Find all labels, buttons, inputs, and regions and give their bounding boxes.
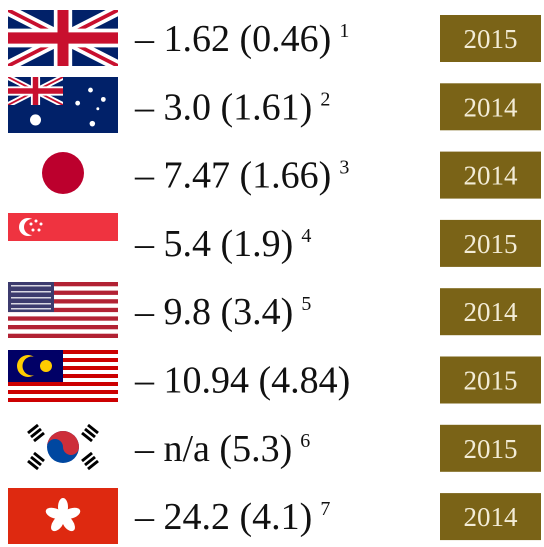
year: 2015 — [464, 229, 518, 259]
value: – 1.62 (0.46) — [134, 18, 331, 60]
year-badge — [440, 15, 541, 62]
year: 2014 — [464, 161, 519, 191]
value-text: – 7.47 (1.66) 3 — [134, 155, 349, 197]
flag — [8, 488, 118, 544]
year: 2015 — [464, 24, 518, 54]
value: – 5.4 (1.9) — [134, 223, 293, 265]
value-text: – 24.2 (4.1) 7 — [134, 496, 330, 538]
footnote: 5 — [301, 293, 311, 315]
flag — [8, 350, 118, 406]
value: – 9.8 (3.4) — [134, 291, 293, 333]
year: 2015 — [464, 434, 518, 464]
footnote: 2 — [320, 88, 330, 110]
year-badge — [440, 219, 541, 267]
flag — [8, 145, 118, 201]
flag — [8, 77, 118, 133]
year-badge — [440, 83, 541, 131]
flag — [8, 282, 118, 338]
year: 2015 — [464, 366, 518, 396]
footnote: 4 — [301, 225, 311, 247]
value: – n/a (5.3) — [134, 428, 292, 470]
year-badge — [440, 356, 541, 404]
year-badge — [440, 493, 541, 541]
value-text: – 9.8 (3.4) 5 — [134, 291, 311, 333]
year: 2014 — [464, 297, 519, 327]
value-text: – n/a (5.3) 6 — [134, 428, 310, 470]
flag — [8, 419, 118, 475]
year-badge — [440, 424, 541, 472]
value-text: – 3.0 (1.61) 2 — [134, 86, 330, 128]
value-text: – 1.62 (0.46) 1 — [134, 18, 349, 60]
footnote: 6 — [300, 430, 310, 452]
value: – 10.94 (4.84) — [134, 360, 350, 402]
value: – 24.2 (4.1) — [134, 496, 312, 538]
value-text: – 10.94 (4.84) — [134, 360, 350, 402]
footnote: 3 — [339, 157, 349, 179]
flag — [8, 10, 118, 66]
year-badge — [440, 151, 541, 199]
value: – 3.0 (1.61) — [134, 86, 312, 128]
year-badge — [440, 288, 541, 336]
year: 2014 — [464, 92, 519, 122]
footnote: 1 — [339, 20, 349, 42]
footnote: 7 — [320, 498, 330, 520]
flag — [8, 213, 118, 269]
value: – 7.47 (1.66) — [134, 155, 331, 197]
value-text: – 5.4 (1.9) 4 — [134, 223, 311, 265]
year: 2014 — [464, 502, 519, 532]
